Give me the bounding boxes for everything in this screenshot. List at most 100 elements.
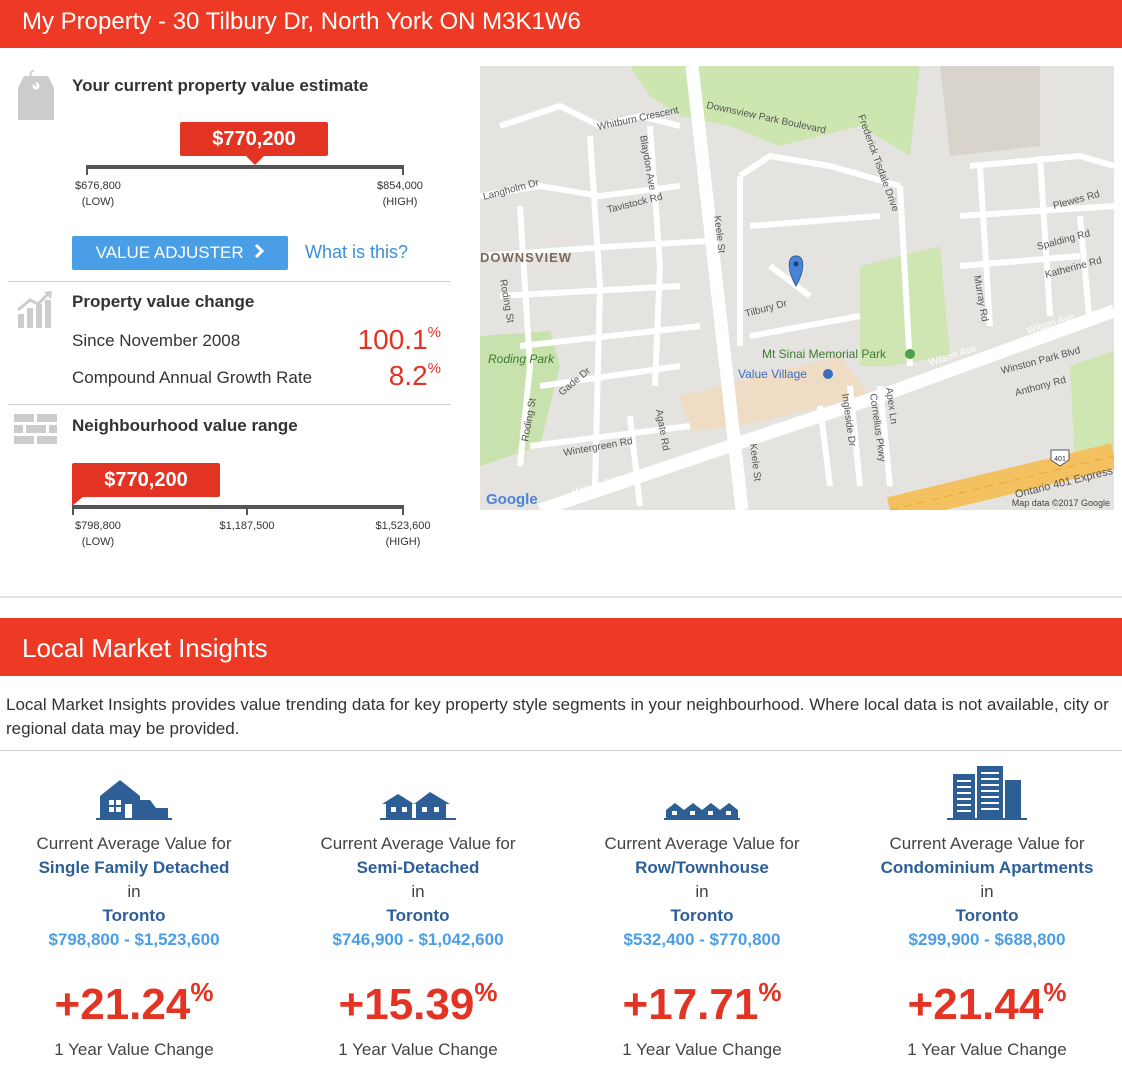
- page-header: My Property - 30 Tilbury Dr, North York …: [0, 0, 1122, 48]
- section-divider: [0, 750, 1122, 751]
- card-type: Single Family Detached: [38, 858, 230, 877]
- card-lead: Current Average Value for: [320, 834, 516, 853]
- estimate-high-value: $854,000: [377, 180, 423, 192]
- card-change: +21.44%: [845, 962, 1122, 1035]
- estimate-value-flag: $770,200: [180, 122, 328, 165]
- card-change: +17.71%: [560, 962, 844, 1035]
- highway-401-shield-icon: 401: [1050, 449, 1070, 467]
- card-in: in: [127, 882, 141, 901]
- card-change: +21.24%: [0, 962, 276, 1035]
- range-mid-value: $1,187,500: [219, 520, 275, 532]
- estimate-value: $770,200: [212, 128, 296, 150]
- semi-detached-house-icon: [276, 760, 560, 820]
- hwy-shield-number: 401: [1054, 456, 1066, 463]
- insight-card-townhouse: Current Average Value for Row/Townhouse …: [560, 760, 844, 1065]
- card-city: Toronto: [670, 906, 734, 925]
- card-city: Toronto: [386, 906, 450, 925]
- scale-tick: [86, 165, 88, 175]
- card-type: Condominium Apartments: [880, 858, 1094, 877]
- estimate-scale: [86, 165, 404, 169]
- range-low-value: $798,800: [75, 520, 121, 532]
- section-divider: [8, 404, 450, 405]
- property-map[interactable]: Whitburn Crescent Downsview Park Bouleva…: [480, 66, 1114, 510]
- value-change-title: Property value change: [72, 292, 255, 311]
- roding-park-area: [480, 331, 560, 466]
- insight-card-single-family: Current Average Value for Single Family …: [0, 760, 276, 1065]
- scale-tick: [402, 505, 404, 515]
- card-city: Toronto: [102, 906, 166, 925]
- insight-card-condo: Current Average Value for Condominium Ap…: [845, 760, 1122, 1065]
- card-lead: Current Average Value for: [604, 834, 800, 853]
- map-label-keele2: Keele St: [747, 443, 763, 482]
- insight-card-semi-detached: Current Average Value for Semi-Detached …: [276, 760, 560, 1065]
- card-change-number: +21.44: [907, 980, 1044, 1029]
- estimate-high-tag: (HIGH): [382, 196, 418, 208]
- map-label-downsview: DOWNSVIEW: [480, 250, 572, 265]
- percent-sign: %: [427, 360, 441, 377]
- condo-building-icon: [845, 760, 1122, 820]
- range-high: $1,523,600 (HIGH): [362, 518, 444, 550]
- downsview-park-area: [630, 66, 920, 156]
- card-caption: 1 Year Value Change: [622, 1040, 782, 1059]
- range-value: $770,200: [104, 469, 188, 491]
- percent-sign: %: [474, 977, 498, 1007]
- range-high-tag: (HIGH): [385, 536, 421, 548]
- value-adjuster-label: VALUE ADJUSTER: [95, 243, 244, 262]
- card-change-number: +21.24: [54, 980, 191, 1029]
- range-scale: [72, 505, 404, 509]
- range-high-value: $1,523,600: [375, 520, 431, 532]
- page-title: My Property - 30 Tilbury Dr, North York …: [22, 8, 581, 35]
- card-lead: Current Average Value for: [889, 834, 1085, 853]
- park-pin-icon: [905, 349, 915, 359]
- card-in: in: [695, 882, 709, 901]
- percent-sign: %: [1043, 977, 1067, 1007]
- percent-sign: %: [427, 324, 441, 341]
- section-separator: [0, 596, 1122, 598]
- google-logo: Google: [486, 491, 538, 508]
- range-title: Neighbourhood value range: [72, 416, 298, 435]
- street-grid: [480, 102, 1114, 507]
- brick-wall-icon: [14, 414, 58, 449]
- card-caption: 1 Year Value Change: [338, 1040, 498, 1059]
- insights-title: Local Market Insights: [22, 633, 268, 663]
- range-mid: $1,187,500: [206, 518, 288, 534]
- range-value-flag: $770,200: [72, 463, 220, 506]
- card-range: $532,400 - $770,800: [623, 930, 781, 949]
- cagr-value-number: 8.2: [388, 360, 428, 391]
- card-change-number: +15.39: [338, 980, 475, 1029]
- cagr-value: 8.2%: [389, 360, 441, 392]
- value-adjuster-button[interactable]: VALUE ADJUSTER: [72, 236, 288, 270]
- wilson-avenue: [537, 304, 1114, 510]
- estimate-low: $676,800 (LOW): [60, 178, 136, 210]
- price-tag-icon: [16, 69, 56, 127]
- percent-sign: %: [190, 977, 214, 1007]
- card-type: Row/Townhouse: [635, 858, 769, 877]
- townhouse-icon: [560, 760, 844, 820]
- since-label: Since November 2008: [72, 331, 241, 350]
- chevron-right-icon: [254, 236, 265, 270]
- card-caption: 1 Year Value Change: [907, 1040, 1067, 1059]
- since-value-number: 100.1: [357, 324, 428, 355]
- estimate-title: Your current property value estimate: [72, 76, 369, 95]
- card-range: $798,800 - $1,523,600: [48, 930, 220, 949]
- single-family-house-icon: [0, 760, 276, 820]
- insights-header: Local Market Insights: [0, 618, 1122, 676]
- card-city: Toronto: [955, 906, 1019, 925]
- since-value: 100.1%: [358, 324, 441, 356]
- percent-sign: %: [758, 977, 782, 1007]
- scale-tick: [246, 505, 248, 515]
- card-in: in: [980, 882, 994, 901]
- cagr-label: Compound Annual Growth Rate: [72, 368, 313, 387]
- card-change: +15.39%: [276, 962, 560, 1035]
- growth-chart-icon: [16, 290, 56, 335]
- location-pin-icon[interactable]: [788, 255, 804, 288]
- card-type: Semi-Detached: [356, 858, 480, 877]
- card-range: $299,900 - $688,800: [908, 930, 1066, 949]
- map-label-keele1: Keele St: [711, 215, 727, 254]
- what-is-this-link[interactable]: What is this?: [305, 242, 409, 262]
- estimate-low-value: $676,800: [75, 180, 121, 192]
- card-in: in: [411, 882, 425, 901]
- section-divider: [8, 281, 450, 282]
- map-label-value-village: Value Village: [738, 367, 807, 381]
- range-low-tag: (LOW): [81, 536, 115, 548]
